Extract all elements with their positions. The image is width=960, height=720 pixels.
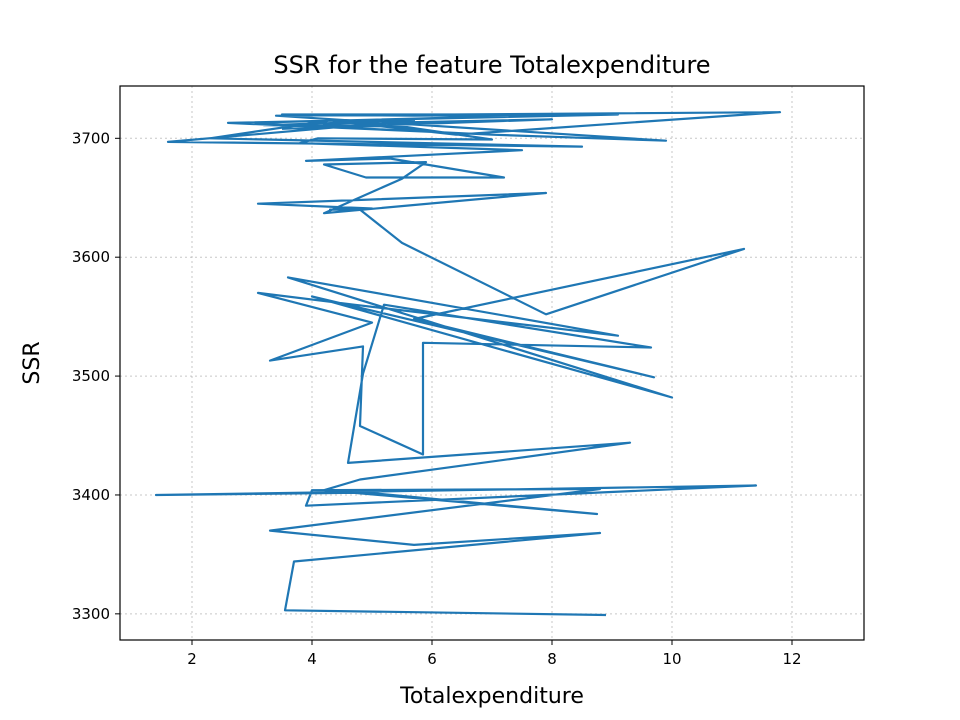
y-tick-label: 3700 (72, 129, 110, 147)
tick-layer: 2 4 6 8 10 12 3300 3400 3500 3600 3700 (72, 129, 802, 668)
series-layer (154, 111, 782, 617)
x-tick-label: 10 (662, 650, 681, 668)
y-tick-label: 3300 (72, 605, 110, 623)
y-tick-label: 3400 (72, 486, 110, 504)
y-tick-label: 3500 (72, 367, 110, 385)
x-axis-label: Totalexpenditure (399, 684, 584, 709)
x-tick-label: 12 (782, 650, 801, 668)
chart-title: SSR for the feature Totalexpenditure (273, 51, 710, 79)
x-tick-label: 4 (307, 650, 317, 668)
series-line (154, 111, 782, 617)
x-tick-label: 6 (427, 650, 437, 668)
y-tick-label: 3600 (72, 248, 110, 266)
y-axis-label: SSR (20, 341, 45, 384)
plot-frame (119, 85, 865, 641)
x-tick-label: 8 (547, 650, 557, 668)
grid-layer (120, 86, 864, 640)
x-tick-label: 2 (187, 650, 197, 668)
